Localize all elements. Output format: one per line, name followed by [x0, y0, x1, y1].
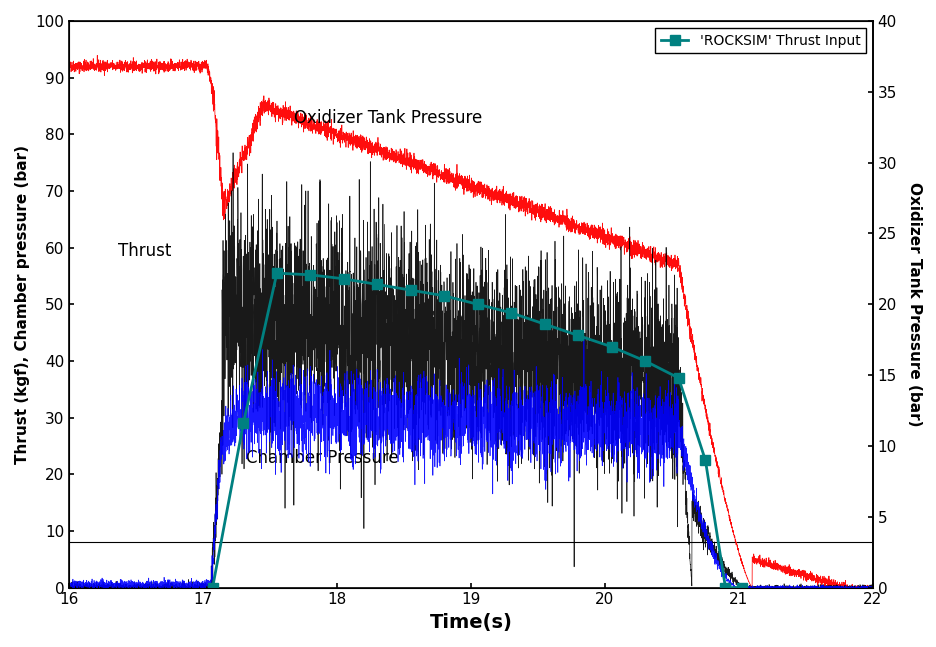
- Y-axis label: Thrust (kgf), Chamber pressure (bar): Thrust (kgf), Chamber pressure (bar): [15, 145, 30, 464]
- Legend: 'ROCKSIM' Thrust Input: 'ROCKSIM' Thrust Input: [654, 28, 865, 53]
- Y-axis label: Oxidizer Tank Pressure (bar): Oxidizer Tank Pressure (bar): [906, 182, 921, 426]
- Text: Thrust: Thrust: [117, 242, 170, 260]
- Text: Chamber Pressure: Chamber Pressure: [246, 449, 398, 467]
- Text: Oxidizer Tank Pressure: Oxidizer Tank Pressure: [294, 109, 482, 127]
- X-axis label: Time(s): Time(s): [429, 613, 512, 632]
